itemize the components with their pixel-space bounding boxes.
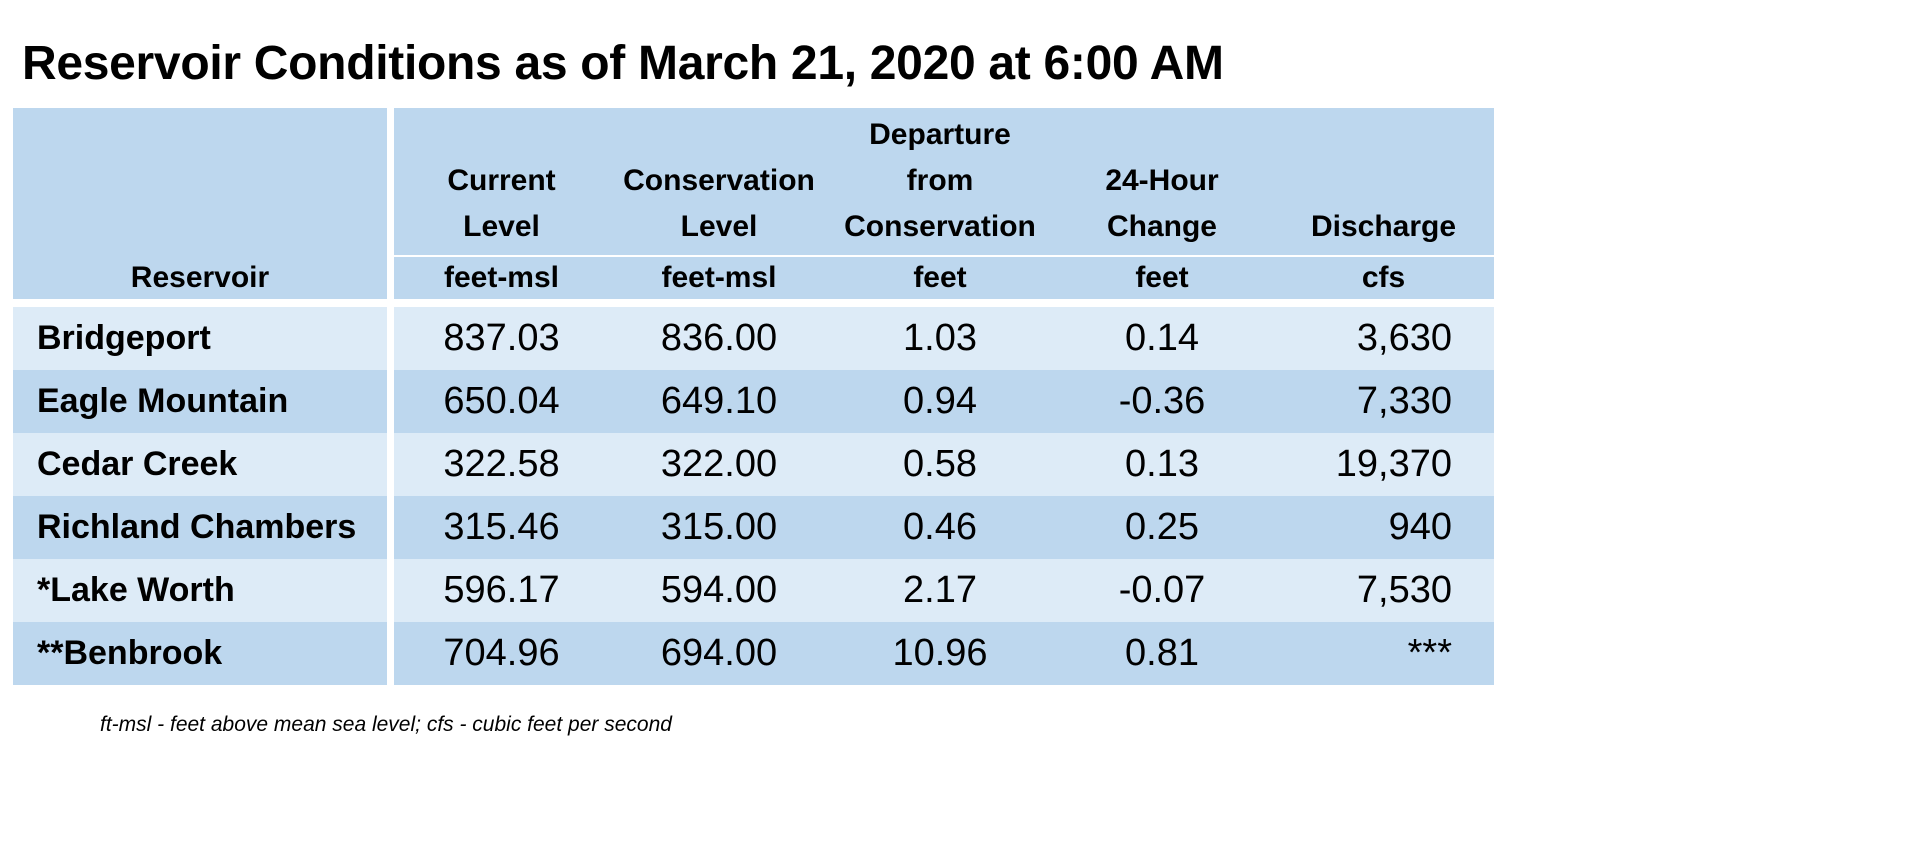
column-unit-label: feet-msl: [387, 257, 609, 299]
column-header-line: Level: [463, 210, 540, 243]
column-header-departure: Departure from Conservation: [829, 108, 1051, 257]
discharge-cell: 3,630: [1273, 299, 1494, 370]
column-header-discharge: Discharge: [1273, 108, 1494, 257]
table-row: Bridgeport 837.03 836.00 1.03 0.14 3,630: [13, 299, 1494, 370]
conservation-level-cell: 315.00: [609, 496, 829, 559]
departure-cell: 1.03: [829, 299, 1051, 370]
column-header-line: from: [906, 164, 974, 197]
reservoir-name: Cedar Creek: [13, 433, 387, 496]
column-header-line: Change: [1106, 210, 1217, 243]
conservation-level-cell: 594.00: [609, 559, 829, 622]
column-header-conservation-level: Conservation Level: [609, 108, 829, 257]
column-unit-label: cfs: [1273, 257, 1494, 299]
current-level-cell: 837.03: [387, 299, 609, 370]
current-level-cell: 596.17: [387, 559, 609, 622]
change-cell: 0.13: [1051, 433, 1273, 496]
table-row: Cedar Creek 322.58 322.00 0.58 0.13 19,3…: [13, 433, 1494, 496]
table-row: Richland Chambers 315.46 315.00 0.46 0.2…: [13, 496, 1494, 559]
current-level-cell: 315.46: [387, 496, 609, 559]
column-header-reservoir: Reservoir: [13, 108, 387, 299]
table-row: **Benbrook 704.96 694.00 10.96 0.81 ***: [13, 622, 1494, 685]
column-unit-label: feet: [1051, 257, 1273, 299]
column-unit-label: Reservoir: [130, 261, 270, 294]
change-cell: 0.25: [1051, 496, 1273, 559]
conservation-level-cell: 649.10: [609, 370, 829, 433]
current-level-cell: 322.58: [387, 433, 609, 496]
departure-cell: 10.96: [829, 622, 1051, 685]
reservoir-name: **Benbrook: [13, 622, 387, 685]
column-header-line: Conservation: [623, 164, 815, 197]
table-row: Eagle Mountain 650.04 649.10 0.94 -0.36 …: [13, 370, 1494, 433]
discharge-cell: 7,530: [1273, 559, 1494, 622]
departure-cell: 2.17: [829, 559, 1051, 622]
discharge-cell: 940: [1273, 496, 1494, 559]
footnote: ft-msl - feet above mean sea level; cfs …: [100, 713, 672, 736]
column-header-24-hour-change: 24-Hour Change: [1051, 108, 1273, 257]
change-cell: -0.07: [1051, 559, 1273, 622]
column-header-line: Current: [447, 164, 556, 197]
reservoir-name: Eagle Mountain: [13, 370, 387, 433]
table-header-row: Reservoir Current Level Conservation Lev…: [13, 108, 1494, 299]
table-units-row: feet-msl feet-msl feet feet cfs: [13, 257, 1494, 299]
column-unit-label: feet: [829, 257, 1051, 299]
table-row: *Lake Worth 596.17 594.00 2.17 -0.07 7,5…: [13, 559, 1494, 622]
column-header-line: Conservation: [844, 210, 1036, 243]
column-header-line: 24-Hour: [1105, 164, 1219, 197]
conservation-level-cell: 694.00: [609, 622, 829, 685]
page-title: Reservoir Conditions as of March 21, 202…: [22, 37, 1224, 90]
departure-cell: 0.94: [829, 370, 1051, 433]
discharge-cell: ***: [1273, 622, 1494, 685]
current-level-cell: 650.04: [387, 370, 609, 433]
reservoir-name: Bridgeport: [13, 299, 387, 370]
column-header-line: Discharge: [1310, 210, 1457, 243]
change-cell: -0.36: [1051, 370, 1273, 433]
column-header-line: Departure: [869, 118, 1011, 151]
reservoir-name: Richland Chambers: [13, 496, 387, 559]
current-level-cell: 704.96: [387, 622, 609, 685]
reservoir-table: Reservoir Current Level Conservation Lev…: [13, 108, 1494, 685]
discharge-cell: 19,370: [1273, 433, 1494, 496]
reservoir-name: *Lake Worth: [13, 559, 387, 622]
departure-cell: 0.46: [829, 496, 1051, 559]
column-header-current-level: Current Level: [387, 108, 609, 257]
column-unit-label: feet-msl: [609, 257, 829, 299]
departure-cell: 0.58: [829, 433, 1051, 496]
conservation-level-cell: 322.00: [609, 433, 829, 496]
discharge-cell: 7,330: [1273, 370, 1494, 433]
change-cell: 0.14: [1051, 299, 1273, 370]
column-header-line: Level: [680, 210, 758, 243]
conservation-level-cell: 836.00: [609, 299, 829, 370]
change-cell: 0.81: [1051, 622, 1273, 685]
